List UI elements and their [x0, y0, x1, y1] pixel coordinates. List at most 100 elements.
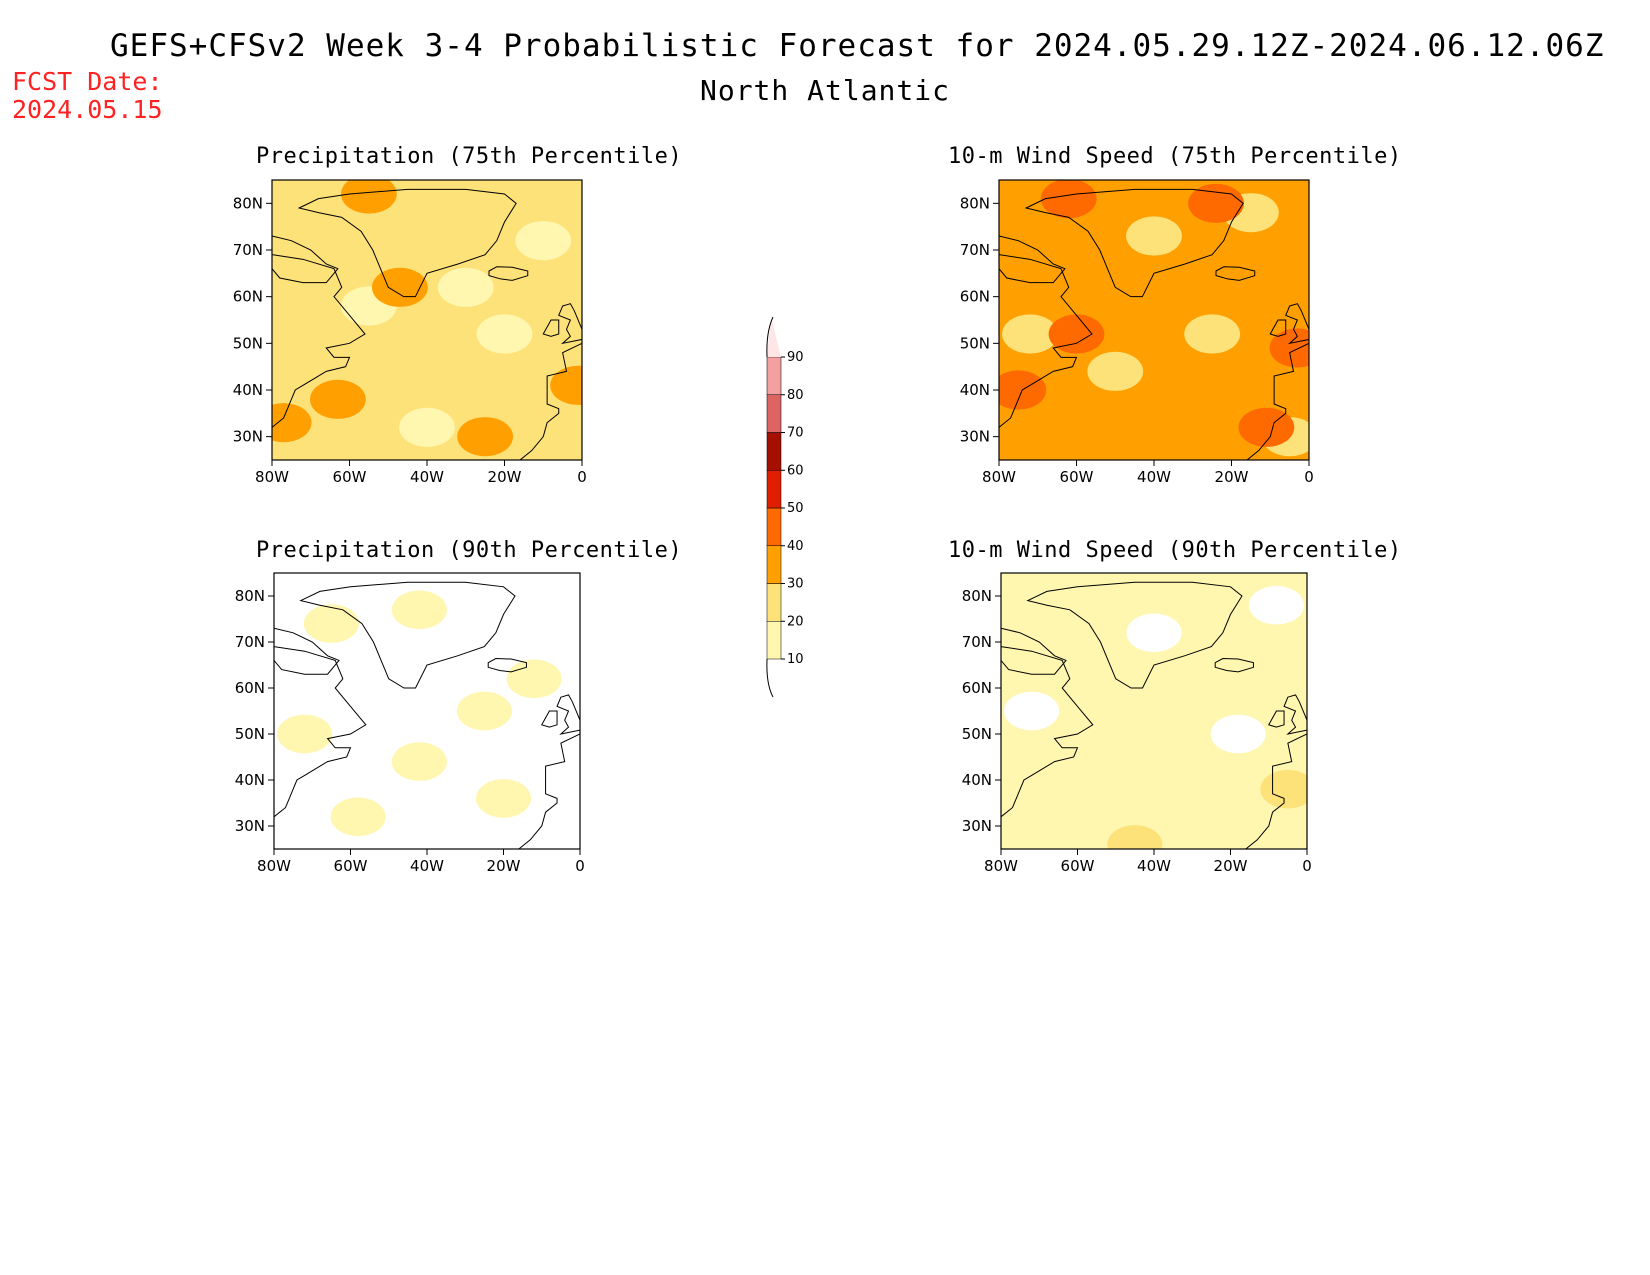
- colorbar-bottom-edge: [766, 658, 774, 698]
- x-tick-label: 60W: [1061, 857, 1095, 875]
- x-tick-label: 20W: [487, 857, 521, 875]
- probability-patch: [399, 407, 455, 447]
- europe-africa-coastline: [519, 342, 582, 460]
- baffin-coastline: [274, 627, 340, 675]
- y-tick-label: 40N: [960, 381, 990, 399]
- probability-patch: [1040, 180, 1097, 219]
- probability-patch: [437, 267, 494, 307]
- europe-africa-coastline: [1246, 342, 1309, 460]
- colorbar-label: 70: [787, 426, 804, 441]
- probability-patch: [309, 379, 366, 419]
- north-america-coastline: [272, 254, 366, 428]
- y-tick-label: 40N: [962, 771, 992, 789]
- probability-patch: [371, 267, 428, 307]
- colorbar-segment: [766, 621, 782, 660]
- colorbar-segment: [766, 507, 782, 546]
- fcst-date-value: 2024.05.15: [12, 95, 163, 124]
- colorbar-label: 50: [787, 501, 804, 516]
- y-tick-label: 60N: [235, 679, 265, 697]
- x-tick-label: 20W: [488, 468, 522, 486]
- colorbar-top-cap: [767, 317, 781, 357]
- y-tick-label: 50N: [233, 334, 263, 352]
- panel-title-precip-90: Precipitation (90th Percentile): [256, 538, 683, 563]
- fcst-date-label: FCST Date:: [12, 67, 163, 96]
- x-tick-label: 80W: [257, 857, 291, 875]
- probability-patch: [330, 797, 386, 837]
- x-tick-label: 0: [1304, 468, 1314, 486]
- x-tick-label: 40W: [1137, 468, 1171, 486]
- region-subtitle: North Atlantic: [699, 74, 950, 107]
- north-america-coastline: [999, 254, 1093, 428]
- probability-patch: [1126, 613, 1182, 653]
- x-tick-label: 60W: [333, 468, 367, 486]
- map-panel-4: 80W 60W 40W 20W 0 80N 70N 60N 50N 40N 30N: [962, 572, 1312, 875]
- colorbar-label: 60: [787, 463, 804, 478]
- probability-patch: [277, 714, 333, 754]
- iceland-coastline: [487, 658, 527, 673]
- x-tick-label: 80W: [982, 468, 1016, 486]
- colorbar-label: 90: [787, 350, 804, 365]
- probability-patch: [476, 314, 533, 354]
- main-title: GEFS+CFSv2 Week 3-4 Probabilistic Foreca…: [110, 28, 1605, 64]
- probability-patch: [1126, 216, 1182, 256]
- greenland-coastline: [1024, 188, 1244, 298]
- y-tick-label: 80N: [962, 587, 992, 605]
- panel-title-wind-75: 10-m Wind Speed (75th Percentile): [948, 144, 1402, 169]
- europe-africa-coastline: [1245, 733, 1307, 849]
- x-tick-label: 20W: [1215, 468, 1249, 486]
- greenland-coastline: [297, 188, 517, 298]
- probability-patch: [515, 221, 572, 261]
- probability-patch: [1184, 314, 1241, 354]
- y-tick-label: 70N: [233, 241, 263, 259]
- x-tick-label: 40W: [410, 468, 444, 486]
- map-panel-2: 80W 60W 40W 20W 0 80N 70N 60N 50N 40N 30N: [960, 179, 1314, 486]
- y-tick-label: 40N: [233, 381, 263, 399]
- y-tick-label: 60N: [960, 288, 990, 306]
- panel-title-wind-90: 10-m Wind Speed (90th Percentile): [948, 538, 1402, 563]
- y-tick-label: 40N: [235, 771, 265, 789]
- iceland-coastline: [1215, 266, 1256, 281]
- probability-patch: [550, 365, 582, 405]
- probability-patch: [475, 779, 532, 818]
- colorbar-segment: [766, 432, 782, 471]
- y-tick-label: 70N: [235, 633, 265, 651]
- europe-africa-coastline: [518, 733, 580, 849]
- x-tick-label: 40W: [1137, 857, 1171, 875]
- colorbar-label: 40: [787, 539, 804, 554]
- greenland-coastline: [1026, 581, 1243, 689]
- probability-patch: [1210, 714, 1266, 754]
- x-tick-label: 20W: [1214, 857, 1248, 875]
- probability-patch: [1248, 585, 1304, 625]
- ireland-coastline: [1268, 710, 1285, 728]
- colorbar: 10 20 30 40 50 60 70 80 90: [766, 316, 804, 698]
- probability-patch: [1004, 691, 1060, 731]
- y-tick-label: 30N: [962, 817, 992, 835]
- x-tick-label: 80W: [255, 468, 289, 486]
- y-tick-label: 50N: [235, 725, 265, 743]
- y-tick-label: 60N: [962, 679, 992, 697]
- x-tick-label: 0: [577, 468, 587, 486]
- map-panel-1: 80W 60W 40W 20W 0 80N 70N 60N 50N 40N 30N: [233, 179, 587, 486]
- probability-patch: [506, 659, 562, 699]
- baffin-coastline: [999, 235, 1066, 284]
- y-tick-label: 80N: [235, 587, 265, 605]
- colorbar-segment: [766, 356, 782, 395]
- panel-title-precip-75: Precipitation (75th Percentile): [256, 144, 683, 169]
- x-tick-label: 80W: [984, 857, 1018, 875]
- north-america-coastline: [1001, 646, 1094, 818]
- ireland-coastline: [542, 319, 560, 337]
- colorbar-top-edge: [766, 316, 774, 358]
- y-tick-label: 60N: [233, 288, 263, 306]
- probability-patch: [272, 403, 312, 443]
- baffin-coastline: [1001, 627, 1067, 675]
- colorbar-label: 20: [787, 614, 804, 629]
- colorbar-segment: [766, 583, 782, 622]
- colorbar-label: 80: [787, 388, 804, 403]
- y-tick-label: 70N: [962, 633, 992, 651]
- ireland-coastline: [541, 710, 558, 728]
- britain-coastline: [1285, 303, 1309, 345]
- colorbar-label: 10: [787, 652, 804, 667]
- y-tick-label: 30N: [233, 428, 263, 446]
- x-tick-label: 40W: [410, 857, 444, 875]
